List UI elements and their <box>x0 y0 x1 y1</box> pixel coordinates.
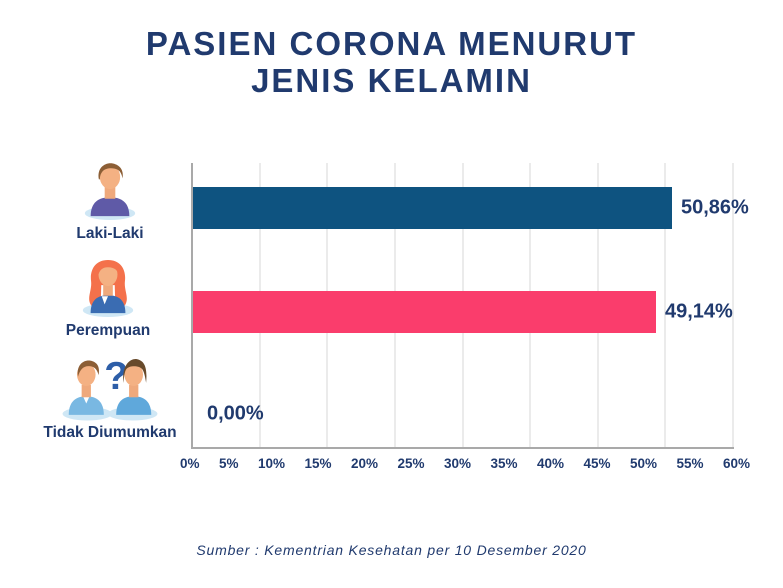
category-perempuan: Perempuan <box>38 257 178 340</box>
category-label-tidak-diumumkan: Tidak Diumumkan <box>43 424 177 441</box>
gridline-column <box>599 163 667 447</box>
title-line-2: JENIS KELAMIN <box>251 61 532 99</box>
gridline-column <box>666 163 734 447</box>
page-title: PASIEN CORONA MENURUT JENIS KELAMIN <box>0 25 783 100</box>
bar-row-laki-laki: 50,86% <box>193 187 749 229</box>
x-axis-tick: 55% <box>676 456 704 471</box>
category-laki-laki: Laki-Laki <box>40 160 180 243</box>
plot-area: 50,86% 49,14% 0,00% <box>191 163 749 449</box>
value-label-laki-laki: 50,86% <box>681 196 749 219</box>
x-axis-tick: 10% <box>257 456 285 471</box>
bar-laki-laki <box>193 187 672 229</box>
x-axis-tick: 40% <box>536 456 564 471</box>
x-axis-tick: 5% <box>218 456 239 471</box>
x-axis-tick: 20% <box>350 456 378 471</box>
x-axis: 0% 5% 10% 15% 20% 25% 30% 35% 40% 45% 50… <box>180 456 750 471</box>
x-axis-tick: 25% <box>397 456 425 471</box>
unknown-gender-icon: ? <box>62 355 158 421</box>
bar-row-perempuan: 49,14% <box>193 291 734 333</box>
x-axis-tick: 0% <box>180 456 200 471</box>
bar-perempuan <box>193 291 656 333</box>
x-axis-tick: 30% <box>443 456 471 471</box>
category-label-laki-laki: Laki-Laki <box>76 225 144 242</box>
question-mark-glyph: ? <box>104 355 128 398</box>
bar-row-tidak-diumumkan: 0,00% <box>193 393 734 435</box>
female-person-icon <box>82 259 134 317</box>
x-axis-tick: 60% <box>722 456 750 471</box>
category-label-perempuan: Perempuan <box>65 322 151 339</box>
title-line-1: PASIEN CORONA MENURUT <box>145 25 638 62</box>
x-axis-tick: 35% <box>490 456 518 471</box>
x-axis-tick: 50% <box>629 456 657 471</box>
x-axis-tick: 45% <box>583 456 611 471</box>
male-person-icon <box>84 163 136 220</box>
x-axis-tick: 15% <box>304 456 332 471</box>
value-label-perempuan: 49,14% <box>665 300 733 323</box>
value-label-tidak-diumumkan: 0,00% <box>207 402 264 425</box>
category-tidak-diumumkan: ? Tidak Diumumkan <box>28 355 192 442</box>
source-caption: Sumber : Kementrian Kesehatan per 10 Des… <box>196 542 587 558</box>
